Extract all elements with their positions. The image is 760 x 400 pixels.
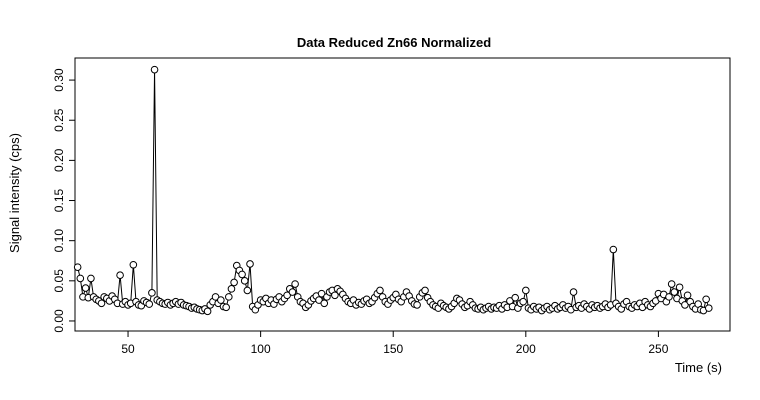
data-point [704,304,713,312]
data-point [667,280,676,288]
data-point [203,307,212,316]
y-tick-label: 0.30 [52,68,66,92]
data-point [227,285,236,293]
x-axis-label: Time (s) [675,360,722,375]
data-point [222,303,230,312]
data-point [148,289,156,297]
y-tick-label: 0.05 [52,269,66,293]
data-point [522,286,530,295]
y-axis-label: Signal intensity (cps) [7,133,22,253]
x-tick-label: 200 [516,342,536,356]
y-tick-label: 0.20 [52,148,66,172]
plot-frame [74,57,731,332]
x-tick-label: 150 [383,342,403,356]
data-point [87,274,95,283]
data-point [421,286,429,295]
data-point [519,297,527,306]
y-tick-label: 0.10 [52,229,66,253]
data-point [240,277,249,285]
data-point [129,260,138,269]
data-point [683,291,692,300]
data-point [511,293,520,302]
data-point [150,65,159,74]
y-tick-label: 0.00 [52,309,66,333]
data-point [609,245,618,254]
data-point [246,260,254,268]
data-point [665,293,673,301]
data-point [569,288,578,296]
data-point [97,299,106,308]
y-tick-label: 0.25 [52,108,66,132]
data-point [217,296,225,304]
x-tick-label: 250 [648,342,668,356]
data-point [702,295,710,304]
data-point [288,288,297,296]
data-point [116,271,124,279]
data-point [376,286,384,295]
data-point [331,291,339,300]
data-point [291,280,299,288]
x-tick-label: 100 [251,342,271,356]
data-point [675,283,684,292]
data-point [230,278,238,287]
x-tick-label: 50 [121,342,135,356]
data-point [145,300,154,308]
data-line [77,69,710,313]
data-point [73,263,82,271]
data-point [225,293,233,301]
data-point [320,299,329,308]
chart-title: Data Reduced Zn66 Normalized [297,35,491,50]
data-point [413,301,421,309]
data-point [670,288,679,296]
y-tick-label: 0.15 [52,189,66,213]
data-point [76,274,85,283]
data-point [238,270,246,279]
data-point [243,286,252,295]
data-point [81,284,90,292]
